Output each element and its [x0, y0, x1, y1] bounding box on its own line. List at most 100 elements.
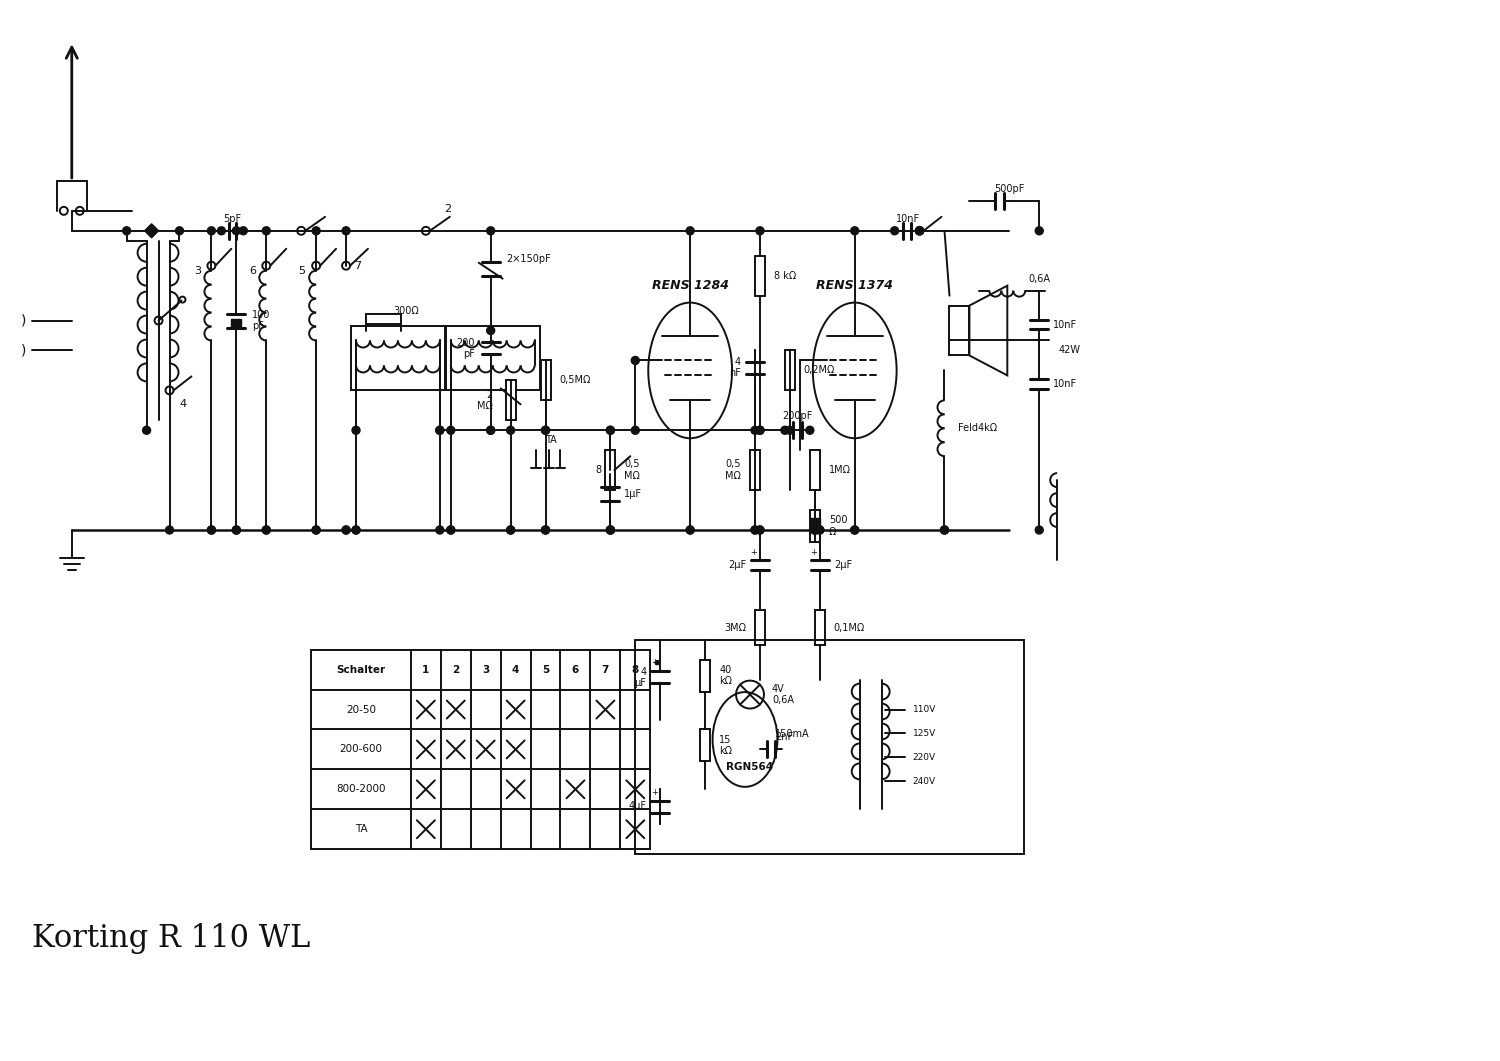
Circle shape	[486, 427, 495, 434]
Text: Schalter: Schalter	[336, 664, 386, 675]
Circle shape	[850, 526, 858, 534]
Circle shape	[312, 526, 320, 534]
Text: +: +	[810, 549, 818, 557]
Circle shape	[752, 427, 759, 434]
Circle shape	[447, 427, 454, 434]
Bar	[366, 314, 400, 324]
Circle shape	[312, 526, 320, 534]
Text: 5: 5	[542, 664, 549, 675]
Text: 3MΩ: 3MΩ	[724, 623, 746, 632]
Circle shape	[756, 526, 764, 534]
Circle shape	[812, 526, 819, 534]
Text: 4: 4	[512, 664, 519, 675]
Circle shape	[812, 526, 819, 534]
Circle shape	[207, 227, 216, 234]
Circle shape	[1035, 526, 1042, 534]
Circle shape	[486, 227, 495, 234]
Bar	[606, 450, 615, 490]
Bar	[231, 318, 242, 327]
Circle shape	[232, 526, 240, 534]
Circle shape	[507, 427, 515, 434]
Bar	[950, 306, 969, 355]
Bar	[810, 518, 820, 526]
Text: 150mA: 150mA	[776, 730, 810, 740]
Text: 3: 3	[194, 265, 201, 276]
Text: ): )	[21, 344, 27, 358]
Circle shape	[436, 427, 444, 434]
Text: +: +	[750, 549, 758, 557]
Text: 0,2MΩ: 0,2MΩ	[804, 365, 836, 376]
Circle shape	[123, 227, 130, 234]
Circle shape	[232, 526, 240, 534]
Circle shape	[786, 427, 794, 434]
Text: 7: 7	[602, 664, 609, 675]
Text: 6: 6	[572, 664, 579, 675]
Circle shape	[342, 526, 350, 534]
Text: RENS 1284: RENS 1284	[651, 279, 729, 292]
Bar	[750, 450, 760, 490]
Bar	[810, 510, 820, 542]
Text: 15
kΩ: 15 kΩ	[718, 734, 732, 756]
Text: 2μF: 2μF	[728, 560, 746, 570]
Circle shape	[940, 526, 948, 534]
Circle shape	[606, 427, 615, 434]
Text: 8 kΩ: 8 kΩ	[774, 271, 796, 281]
Circle shape	[606, 526, 615, 534]
Bar	[815, 610, 825, 645]
Text: 200pF: 200pF	[783, 412, 813, 421]
Text: +: +	[651, 788, 657, 797]
Circle shape	[542, 427, 549, 434]
Circle shape	[165, 526, 174, 534]
Circle shape	[656, 661, 658, 664]
Circle shape	[632, 427, 639, 434]
Text: 110V: 110V	[912, 705, 936, 714]
Bar	[810, 450, 820, 490]
Circle shape	[756, 427, 764, 434]
Text: 2: 2	[452, 664, 459, 675]
Bar	[540, 361, 550, 400]
Circle shape	[606, 427, 615, 434]
Circle shape	[686, 526, 694, 534]
Circle shape	[312, 227, 320, 234]
Text: 5: 5	[298, 265, 306, 276]
Text: 8: 8	[632, 664, 639, 675]
Text: 20-50: 20-50	[346, 705, 376, 714]
Text: 5pF: 5pF	[224, 214, 242, 224]
Circle shape	[606, 526, 615, 534]
Circle shape	[756, 227, 764, 234]
Circle shape	[806, 427, 814, 434]
Text: 100
pF: 100 pF	[252, 310, 270, 331]
Text: 10nF: 10nF	[1053, 319, 1077, 330]
Circle shape	[217, 227, 225, 234]
Circle shape	[686, 526, 694, 534]
Circle shape	[342, 526, 350, 534]
Circle shape	[436, 427, 444, 434]
Text: 2μF: 2μF	[834, 560, 852, 570]
Circle shape	[542, 526, 549, 534]
Circle shape	[606, 526, 615, 534]
Circle shape	[686, 227, 694, 234]
Circle shape	[507, 526, 515, 534]
Text: 40
kΩ: 40 kΩ	[718, 665, 732, 686]
Text: 300Ω: 300Ω	[393, 306, 418, 315]
Bar	[754, 256, 765, 296]
Bar	[506, 381, 516, 420]
Text: 4V
0,6A: 4V 0,6A	[772, 683, 794, 706]
Circle shape	[782, 427, 789, 434]
Circle shape	[632, 356, 639, 364]
Text: 220V: 220V	[912, 753, 936, 762]
Bar	[700, 730, 709, 762]
Text: 500pF: 500pF	[994, 184, 1024, 194]
Circle shape	[262, 526, 270, 534]
Bar	[446, 326, 540, 390]
Circle shape	[447, 526, 454, 534]
Circle shape	[207, 526, 216, 534]
Text: 200
pF: 200 pF	[456, 337, 474, 360]
Bar	[754, 610, 765, 645]
Text: 0,1MΩ: 0,1MΩ	[834, 623, 866, 632]
Circle shape	[752, 526, 759, 534]
Circle shape	[352, 526, 360, 534]
Text: 800-2000: 800-2000	[336, 784, 386, 795]
Bar	[351, 326, 445, 390]
Text: TA: TA	[544, 435, 556, 446]
